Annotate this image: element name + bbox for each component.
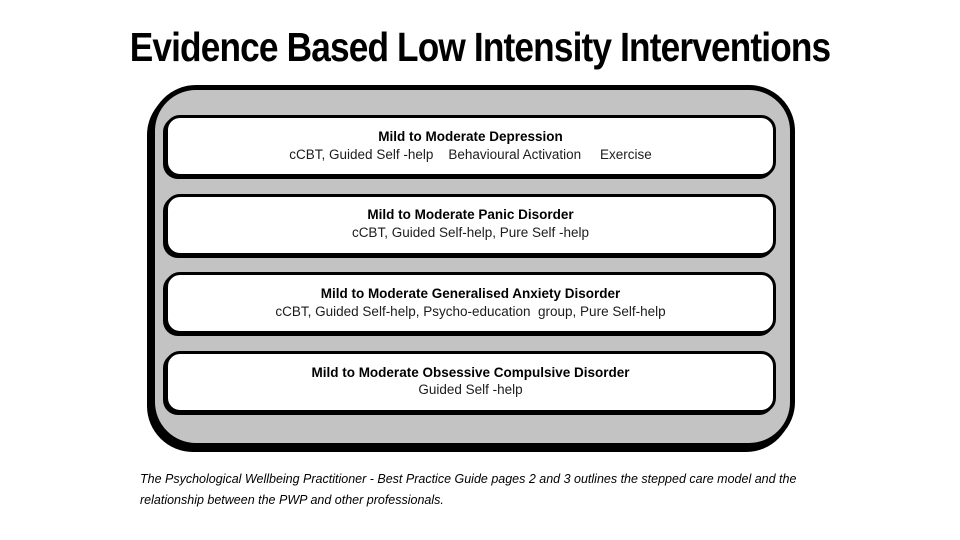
box-heading-generalised-anxiety: Mild to Moderate Generalised Anxiety Dis…	[320, 285, 621, 301]
box-detail-generalised-anxiety: cCBT, Guided Self-help, Psycho-education…	[275, 303, 666, 319]
box-detail-panic-disorder: cCBT, Guided Self-help, Pure Self -help	[351, 225, 590, 241]
footer-note: The Psychological Wellbeing Practitioner…	[140, 469, 840, 511]
box-detail-ocd: Guided Self -help	[418, 382, 523, 398]
interventions-panel: Mild to Moderate Depression cCBT, Guided…	[150, 85, 795, 448]
box-detail-depression: cCBT, Guided Self -help Behavioural Acti…	[289, 146, 652, 162]
box-heading-ocd: Mild to Moderate Obsessive Compulsive Di…	[311, 364, 630, 380]
intervention-box-generalised-anxiety: Mild to Moderate Generalised Anxiety Dis…	[165, 272, 776, 335]
footer-note-line-1: The Psychological Wellbeing Practitioner…	[140, 472, 797, 486]
intervention-box-ocd: Mild to Moderate Obsessive Compulsive Di…	[165, 350, 776, 413]
box-heading-panic-disorder: Mild to Moderate Panic Disorder	[367, 207, 574, 223]
intervention-box-panic-disorder: Mild to Moderate Panic Disorder cCBT, Gu…	[165, 193, 776, 256]
footer-note-line-2: relationship between the PWP and other p…	[140, 493, 444, 507]
intervention-box-depression: Mild to Moderate Depression cCBT, Guided…	[165, 115, 776, 177]
box-heading-depression: Mild to Moderate Depression	[378, 128, 563, 144]
slide-title: Evidence Based Low Intensity Interventio…	[129, 24, 831, 70]
